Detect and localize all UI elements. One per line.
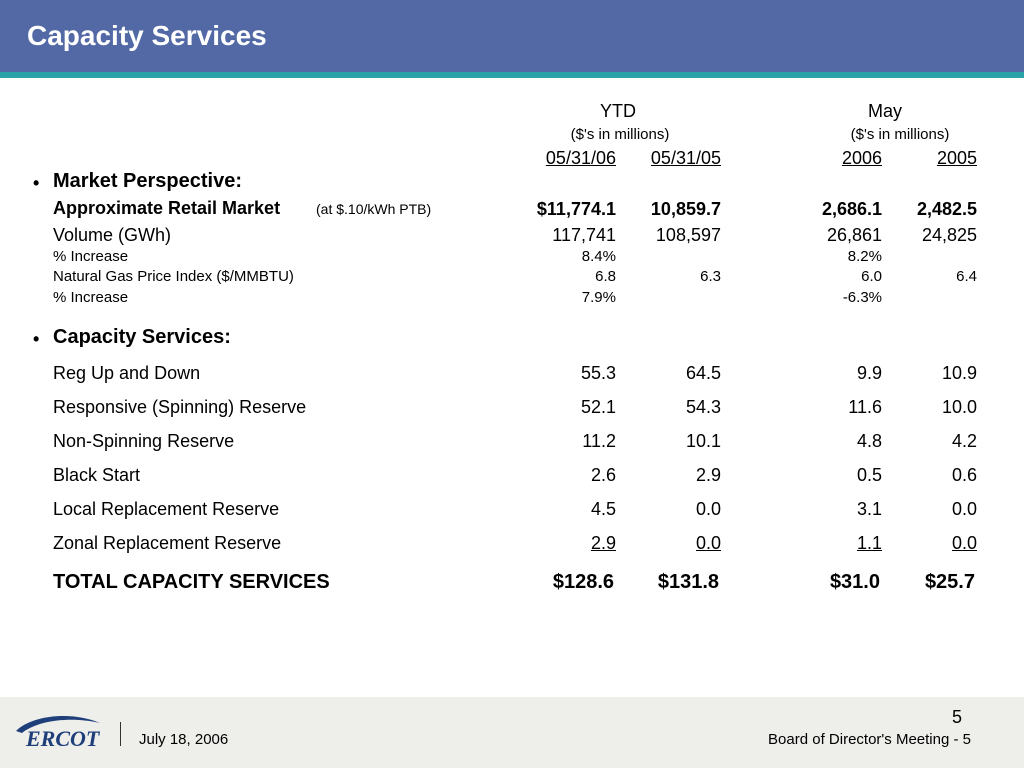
col-header-ytd-2006: 05/31/06 [545,148,616,168]
total-label: TOTAL CAPACITY SERVICES [53,571,330,593]
capacity-row-ytd-2006: 11.2 [582,431,616,451]
capacity-row-ytd-2006: 4.5 [590,499,616,519]
total-may-2005: $25.7 [924,571,975,593]
ercot-logo: ERCOT [26,726,100,751]
capacity-row-label: Responsive (Spinning) Reserve [53,397,307,417]
gas-may-2005: 6.4 [956,268,977,285]
volume-may-2006: 26,861 [826,225,882,245]
volume-ytd-2006: 117,741 [552,225,616,245]
capacity-row-label: Reg Up and Down [53,363,201,383]
capacity-row-may-2005: 0.0 [951,533,977,553]
title-bar-stripe [0,72,1024,78]
bullet-icon: • [33,173,40,193]
footer-divider [120,722,121,746]
capacity-row-may-2006: 4.8 [856,431,882,451]
footer-date: July 18, 2006 [139,731,229,748]
bullet-icon: • [33,329,40,349]
retail-note: (at $.10/kWh PTB) [316,201,432,217]
volume-label: Volume (GWh) [53,225,172,245]
capacity-row-ytd-2006: 2.6 [590,465,616,485]
volume-increase-label: % Increase [53,248,129,265]
may-unit: ($'s in millions) [850,126,950,143]
capacity-row-ytd-2005: 54.3 [685,397,721,417]
title-bar [0,0,1024,72]
market-heading: Market Perspective: [53,170,242,192]
capacity-row-ytd-2006: 2.9 [590,533,616,553]
capacity-row-may-2005: 0.0 [951,499,977,519]
gas-increase-ytd: 7.9% [581,289,616,306]
col-header-ytd-2005: 05/31/05 [650,148,721,168]
ytd-header: YTD [600,101,636,121]
footer-meeting: Board of Director's Meeting - 5 [768,731,971,748]
volume-may-2005: 24,825 [921,225,977,245]
gas-ytd-2005: 6.3 [700,268,721,285]
retail-ytd-2005: 10,859.7 [650,199,721,219]
ercot-logo-swoosh-icon [16,716,100,733]
total-may-2006: $31.0 [829,571,880,593]
capacity-row-may-2006: 0.5 [856,465,882,485]
page-number: 5 [951,707,962,727]
capacity-row-ytd-2005: 0.0 [695,499,721,519]
capacity-row-label: Zonal Replacement Reserve [53,533,282,553]
retail-label: Approximate Retail Market [53,198,281,218]
volume-increase-may: 8.2% [847,248,882,265]
capacity-row-may-2005: 10.9 [941,363,977,383]
retail-may-2006: 2,686.1 [821,199,882,219]
may-header: May [867,101,902,121]
capacity-row-label: Black Start [53,465,141,485]
retail-may-2005: 2,482.5 [916,199,977,219]
capacity-row-may-2006: 3.1 [856,499,882,519]
capacity-row-may-2006: 9.9 [856,363,882,383]
gas-increase-label: % Increase [53,289,129,306]
gas-may-2006: 6.0 [861,268,882,285]
col-header-may-2005: 2005 [936,148,977,168]
slide-title: Capacity Services [27,20,267,51]
retail-ytd-2006: $11,774.1 [536,199,616,219]
capacity-row-ytd-2006: 52.1 [580,397,616,417]
capacity-row-may-2005: 0.6 [951,465,977,485]
capacity-row-label: Local Replacement Reserve [53,499,280,519]
gas-ytd-2006: 6.8 [595,268,616,285]
volume-ytd-2005: 108,597 [655,225,721,245]
total-ytd-2005: $131.8 [657,571,719,593]
col-header-may-2006: 2006 [841,148,882,168]
capacity-row-ytd-2005: 2.9 [695,465,721,485]
capacity-row-may-2006: 11.6 [848,397,882,417]
total-ytd-2006: $128.6 [552,571,614,593]
capacity-row-may-2006: 1.1 [856,533,882,553]
capacity-row-ytd-2005: 0.0 [695,533,721,553]
ytd-unit: ($'s in millions) [570,126,670,143]
capacity-row-label: Non-Spinning Reserve [53,431,235,451]
capacity-row-ytd-2005: 10.1 [685,431,721,451]
footer-bar [0,697,1024,768]
gas-increase-may: -6.3% [842,289,882,306]
capacity-row-ytd-2005: 64.5 [685,363,721,383]
volume-increase-ytd: 8.4% [581,248,616,265]
capacity-row-may-2005: 4.2 [951,431,977,451]
gas-label: Natural Gas Price Index ($/MMBTU) [53,268,294,285]
capacity-row-may-2005: 10.0 [941,397,977,417]
capacity-heading: Capacity Services: [53,326,231,348]
capacity-row-ytd-2006: 55.3 [580,363,616,383]
